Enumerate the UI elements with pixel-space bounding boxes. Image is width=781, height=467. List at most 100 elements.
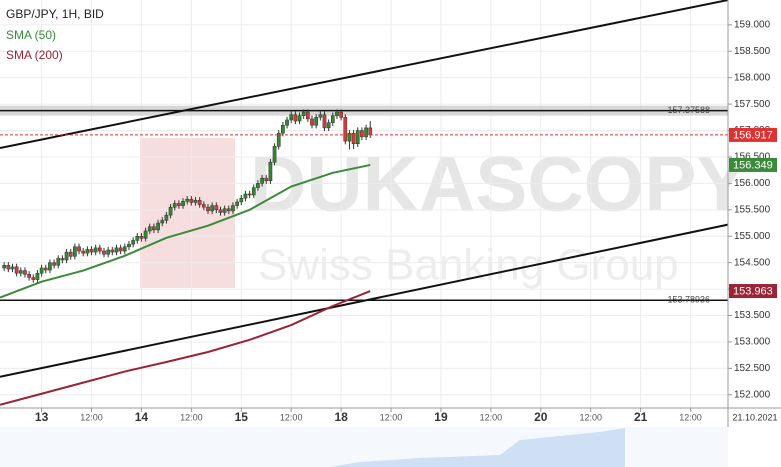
candle-body bbox=[226, 208, 231, 212]
x-tick-label: 12:00 bbox=[480, 412, 503, 422]
legend-entry: SMA (50) bbox=[6, 28, 56, 42]
candle-body bbox=[52, 262, 56, 266]
last-price-label-box bbox=[729, 127, 777, 142]
candle-body bbox=[235, 201, 239, 206]
candle-body bbox=[351, 132, 356, 145]
candle-body bbox=[326, 122, 331, 129]
x-tick-label: 14 bbox=[135, 410, 149, 424]
x-tick-label: 19 bbox=[434, 410, 448, 424]
y-tick-label: 158.500 bbox=[734, 46, 771, 57]
x-tick-label: 20 bbox=[534, 410, 548, 424]
candle-body bbox=[222, 208, 227, 213]
level-label: 153.78936 bbox=[667, 295, 710, 305]
sma-value-label: 156.349 bbox=[733, 159, 773, 171]
y-tick-label: 158.000 bbox=[734, 72, 771, 83]
x-tick-label: 12:00 bbox=[579, 412, 602, 422]
y-tick-label: 152.500 bbox=[734, 363, 771, 374]
x-tick-label: 18 bbox=[334, 410, 348, 424]
sma-value-label-box bbox=[729, 284, 777, 299]
candle-body bbox=[218, 209, 223, 213]
candle-body bbox=[172, 203, 177, 208]
candle-body bbox=[68, 251, 73, 257]
candle-body bbox=[347, 132, 352, 142]
candle-body bbox=[330, 115, 335, 123]
candle-body bbox=[247, 193, 252, 196]
y-tick-label: 152.000 bbox=[734, 389, 771, 400]
candle-body bbox=[97, 247, 102, 252]
candle-body bbox=[193, 200, 198, 203]
date-label: 21.10.2021 bbox=[732, 412, 777, 422]
candle-body bbox=[305, 111, 310, 120]
candle-body bbox=[102, 250, 106, 255]
candle-body bbox=[152, 226, 156, 231]
y-tick-label: 156.000 bbox=[734, 178, 771, 189]
candle-body bbox=[301, 111, 306, 116]
candle-body bbox=[131, 240, 135, 245]
candle-body bbox=[260, 177, 264, 184]
sma-line bbox=[0, 290, 371, 406]
candle-body bbox=[118, 247, 123, 252]
candle-body bbox=[18, 270, 23, 274]
candle-body bbox=[156, 222, 160, 231]
candle-body bbox=[89, 249, 94, 253]
y-tick-label: 154.500 bbox=[734, 257, 771, 268]
candle-body bbox=[39, 267, 44, 274]
candle-body bbox=[201, 204, 206, 208]
candle-body bbox=[322, 114, 327, 129]
candle-body bbox=[335, 111, 339, 116]
navigator-area bbox=[330, 428, 625, 467]
x-tick-label: 12:00 bbox=[180, 412, 203, 422]
candle-body bbox=[181, 201, 185, 206]
candle-body bbox=[343, 117, 348, 142]
candle-body bbox=[31, 277, 36, 280]
candle-body bbox=[147, 226, 152, 232]
candle-body bbox=[6, 265, 11, 270]
chart-title: GBP/JPY, 1H, BID bbox=[6, 7, 104, 21]
trend-line bbox=[0, 0, 729, 149]
candle-body bbox=[360, 130, 364, 138]
last-price-label: 156.917 bbox=[733, 129, 773, 141]
y-tick-label: 155.000 bbox=[734, 231, 771, 242]
candle-body bbox=[251, 187, 256, 196]
candle-body bbox=[27, 274, 31, 278]
candle-body bbox=[276, 132, 281, 147]
candle-body bbox=[48, 262, 52, 271]
plot-area: 157.37588 153.78936 bbox=[0, 0, 729, 408]
candle-body bbox=[164, 214, 169, 221]
sma-value-label-box bbox=[729, 157, 777, 172]
candle-body bbox=[35, 272, 40, 280]
candle-body bbox=[281, 125, 285, 134]
candle-body bbox=[85, 249, 90, 254]
candle-body bbox=[106, 249, 111, 255]
y-tick-label: 155.500 bbox=[734, 204, 771, 215]
candle-body bbox=[314, 117, 319, 126]
candle-body bbox=[2, 265, 7, 269]
candle-body bbox=[143, 230, 148, 239]
y-tick-label: 153.500 bbox=[734, 310, 771, 321]
candle-body bbox=[56, 258, 61, 266]
candle-body bbox=[231, 205, 235, 212]
candle-body bbox=[310, 118, 314, 126]
candle-body bbox=[168, 206, 173, 216]
candle-body bbox=[77, 246, 81, 252]
candle-body bbox=[185, 198, 190, 202]
candle-body bbox=[43, 267, 48, 271]
candle-body bbox=[127, 243, 131, 248]
candle-body bbox=[60, 258, 65, 261]
x-tick-label: 21 bbox=[634, 410, 648, 424]
x-tick-label: 15 bbox=[235, 410, 249, 424]
y-tick-label: 153.000 bbox=[734, 337, 771, 348]
candle-body bbox=[122, 246, 127, 252]
y-tick-label: 156.500 bbox=[734, 152, 771, 163]
candle-body bbox=[23, 270, 27, 275]
candle-body bbox=[243, 193, 248, 199]
trend-line bbox=[0, 223, 729, 378]
sma-line bbox=[0, 163, 371, 299]
candle-body bbox=[272, 146, 277, 163]
candle-body bbox=[10, 266, 15, 270]
y-tick-label: 159.000 bbox=[734, 19, 771, 30]
candle-body bbox=[318, 114, 323, 118]
candle-body bbox=[364, 127, 368, 138]
